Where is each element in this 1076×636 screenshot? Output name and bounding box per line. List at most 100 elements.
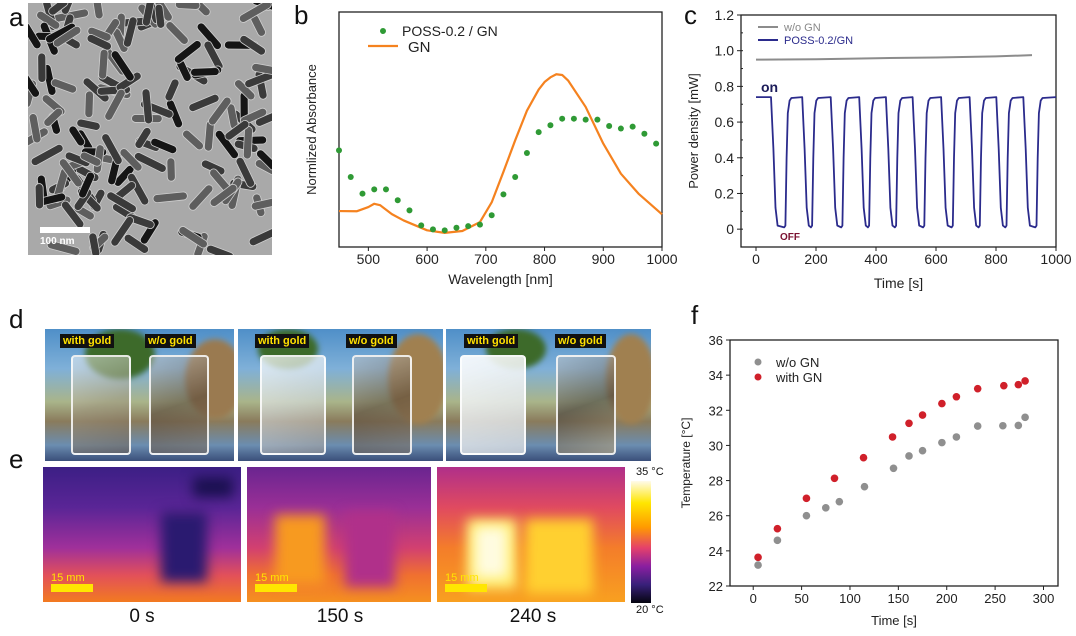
nanorod [250,198,272,211]
panel-label-a: a [9,2,24,32]
data-point-poss [465,223,472,230]
nanorod [64,151,91,168]
panel-label-d: d [9,304,24,334]
nanorod [141,88,153,125]
nanorod [238,3,272,23]
data-point-poss [359,190,366,197]
data-point-poss [441,227,448,234]
label-without-gold: w/o gold [346,334,397,348]
data-point-poss [617,125,624,132]
series-line-gn [338,73,663,234]
data-point-poss [653,140,660,147]
data-point-without-gn [773,536,782,545]
data-point-poss [559,115,566,122]
nanorod [208,96,232,126]
nanorod [34,183,44,210]
nanorod [190,67,220,77]
data-point-without-gn [973,422,982,430]
scale-bar-label: 15 mm [445,572,479,584]
data-point-poss [347,173,354,180]
nanorod [188,184,214,211]
bag-without-gold [149,355,209,455]
data-point-with-gn [830,474,839,483]
y-axis-label: Normlized Absorbance [304,64,319,195]
data-point-poss [641,130,648,137]
thermal-region-with-gold [275,515,325,585]
data-point-with-gn [802,494,811,503]
label-with-gold: with gold [464,334,519,348]
data-point-with-gn [859,453,868,462]
nanorod [152,191,188,204]
nanorod [119,148,143,172]
nanorod [209,183,238,207]
label-without-gold: w/o gold [145,334,196,348]
data-point-without-gn [860,482,869,491]
chart-absorbance: 500 600 700 800 900 1000 Wavelength [nm] Normli… [304,11,678,287]
thermal-hotspot [475,527,507,577]
bag-without-gold [556,355,616,455]
time-label-0s: 0 s [129,606,155,627]
data-point-poss [429,226,436,233]
photo-150s: with gold w/o gold [238,329,443,461]
nanorod [173,40,202,64]
nanorod [224,119,250,141]
nanorod [188,93,220,112]
bag-with-gold [460,355,526,455]
nanorod [110,216,135,247]
nanorod [28,67,40,98]
data-point-without-gn [821,504,830,512]
y-tick-label: 28 [709,474,723,489]
legend-marker-with-gn [754,373,762,381]
data-point-poss [512,173,519,180]
data-point-with-gn [754,553,762,562]
nanorod [90,3,104,20]
data-point-without-gn [802,511,811,520]
nanorod [101,133,123,165]
nanorod [206,244,235,255]
nanorod [88,232,101,255]
nanorod [46,240,81,255]
scale-bar-label: 15 mm [255,572,289,584]
data-point-poss [594,116,601,123]
scale-bar [255,584,297,592]
data-point-poss [394,197,401,204]
data-point-poss [606,122,613,129]
legend-label-gn: GN [408,39,431,56]
thermal-region-without-gold [161,512,207,582]
data-point-poss [582,116,589,123]
data-point-with-gn [888,433,897,441]
data-point-with-gn [1014,380,1023,389]
data-point-with-gn [918,411,927,419]
x-tick-label: 200 [936,591,958,606]
thermal-image-240s: 15 mm [437,467,625,602]
legend-marker-without-gn [754,358,762,366]
nanorod [58,158,83,188]
nanorod [141,3,156,27]
nanorod [256,149,272,171]
data-point-without-gn [918,446,927,455]
thermal-region-without-gold [525,519,593,594]
data-point-poss [371,186,378,193]
data-point-poss [476,221,483,228]
time-label-150s: 150 s [316,606,364,627]
nanorod [86,34,112,51]
nanorod [79,151,102,167]
x-tick-label: 0 [750,591,757,606]
colorbar [631,481,651,603]
nanorod [248,226,272,247]
nanorod [78,171,95,199]
data-point-poss [418,222,425,229]
data-point-poss [547,122,554,129]
photo-240s: with gold w/o gold [446,329,651,461]
y-tick-label: 30 [709,438,723,453]
bag-with-gold [71,355,131,455]
nanorod [178,226,208,249]
nanorod [214,129,239,160]
nanorod [68,125,86,147]
legend-label-with-gn: with GN [775,370,822,385]
data-point-poss [336,147,342,154]
y-tick-label: 22 [709,579,723,594]
data-point-with-gn [905,419,913,428]
data-point-without-gn [1014,421,1023,430]
